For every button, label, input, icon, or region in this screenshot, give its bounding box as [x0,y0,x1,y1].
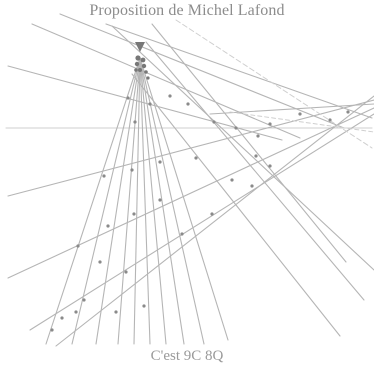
intersection-dot-30 [60,316,63,319]
intersection-dot-32 [114,310,117,313]
fan-line-9 [140,58,204,344]
fan-line-6 [140,58,150,344]
intersection-dot-19 [230,178,233,181]
intersection-dot-7 [234,126,237,129]
fan-line-1 [46,58,140,344]
line-group [6,14,374,346]
intersection-dot-2 [133,120,136,123]
fan-line-3 [96,58,140,344]
apex-dot-6 [144,70,148,74]
intersection-dot-31 [74,310,77,313]
intersection-dot-24 [180,232,183,235]
intersection-dot-16 [102,174,105,177]
intersection-dot-3 [148,102,151,105]
apex-dot-1 [135,55,140,60]
intersection-dot-14 [158,160,161,163]
intersection-dot-10 [298,112,301,115]
intersection-marks [50,94,349,331]
diagram-caption: C'est 9C 8Q [0,348,374,365]
intersection-dot-26 [76,244,79,247]
apex-dot-4 [142,64,146,68]
apex-dot-3 [135,62,139,66]
intersection-dot-23 [106,224,109,227]
intersection-dot-15 [130,168,133,171]
envelope-line-3 [60,14,344,128]
dashed-guide-line-1 [176,20,372,148]
intersection-dot-8 [256,134,259,137]
intersection-dot-29 [82,298,85,301]
envelope-line-10 [8,108,374,278]
intersection-dot-4 [168,94,171,97]
intersection-dot-20 [250,184,253,187]
intersection-dot-18 [268,164,271,167]
intersection-dot-28 [124,270,127,273]
intersection-dot-6 [212,120,215,123]
apex-dot-8 [146,76,149,79]
apex-dot-2 [141,58,146,63]
intersection-dot-25 [210,212,213,215]
fan-line-2 [72,58,140,344]
intersection-dot-13 [194,156,197,159]
intersection-dot-22 [132,212,135,215]
intersection-dot-12 [346,110,349,113]
intersection-dot-9 [268,122,271,125]
intersection-dot-17 [254,154,257,157]
intersection-dot-1 [126,96,129,99]
apex-dot-7 [134,68,138,72]
envelope-line-12 [56,96,374,346]
intersection-dot-33 [142,304,145,307]
envelope-line-7 [146,42,364,300]
envelope-line-6 [152,24,346,262]
apex-dot-5 [138,68,142,72]
dashed-guide-line-2 [230,112,374,132]
envelope-line-5 [112,26,374,270]
intersection-dot-5 [186,102,189,105]
intersection-dot-27 [98,260,101,263]
intersection-dot-34 [50,328,53,331]
intersection-dot-11 [328,118,331,121]
envelope-line-1 [8,66,282,140]
intersection-dot-21 [158,198,161,201]
